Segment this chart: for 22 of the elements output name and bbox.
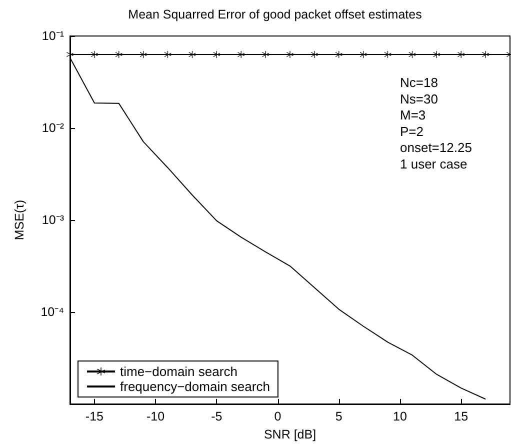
y-tick-label: 10⁻⁴ bbox=[40, 305, 64, 319]
x-tick-label: 10 bbox=[393, 410, 407, 424]
x-tick-label: -5 bbox=[211, 410, 222, 424]
y-tick-label: 10⁻³ bbox=[42, 213, 64, 227]
y-tick-label: 10⁻¹ bbox=[42, 29, 64, 43]
x-tick-label: -15 bbox=[85, 410, 104, 424]
x-axis-title: SNR [dB] bbox=[264, 427, 316, 442]
x-tick-label: 0 bbox=[274, 410, 282, 424]
annotation: 1 user case bbox=[400, 156, 468, 172]
y-axis-title: MSE(τ) bbox=[12, 200, 26, 240]
annotation: Nc=18 bbox=[400, 75, 438, 90]
x-tick-label: 15 bbox=[454, 410, 468, 424]
annotation: Ns=30 bbox=[400, 91, 438, 106]
annotation: P=2 bbox=[400, 124, 424, 139]
x-tick-label: -10 bbox=[146, 410, 165, 424]
chart-title: Mean Squarred Error of good packet offset estimates bbox=[128, 8, 422, 22]
legend-label: frequency−domain search bbox=[120, 379, 270, 394]
y-tick-label: 10⁻² bbox=[42, 121, 64, 135]
legend-label: time−domain search bbox=[120, 364, 238, 379]
x-tick-label: 5 bbox=[335, 410, 342, 424]
annotation: onset=12.25 bbox=[400, 140, 472, 156]
annotation: M=3 bbox=[400, 108, 426, 123]
